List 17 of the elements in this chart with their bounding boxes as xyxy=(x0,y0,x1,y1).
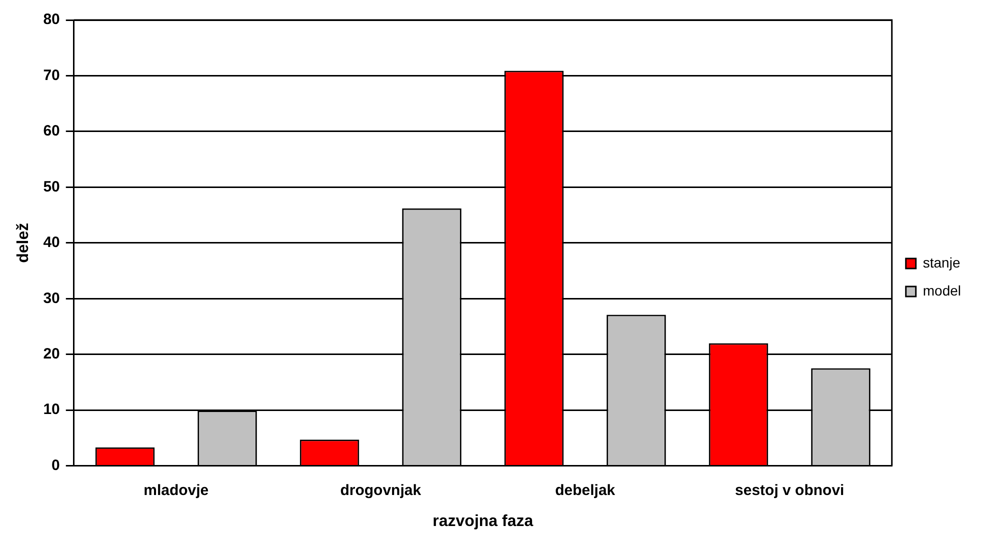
legend-label: stanje xyxy=(922,254,960,270)
x-tick-label: debeljak xyxy=(555,482,616,499)
x-tick-label: sestoj v obnovi xyxy=(735,482,844,499)
x-axis-title: razvojna faza xyxy=(432,512,534,530)
y-tick-label: 0 xyxy=(52,456,60,474)
y-tick-label: 20 xyxy=(43,345,60,362)
x-tick-label: mladovje xyxy=(144,482,209,499)
y-tick-label: 70 xyxy=(43,66,60,84)
y-tick-label: 50 xyxy=(43,178,60,196)
y-tick-label: 40 xyxy=(43,234,60,252)
x-tick-label: drogovnjak xyxy=(340,482,422,499)
y-tick-label: 10 xyxy=(43,401,60,418)
y-tick-label: 30 xyxy=(43,290,60,307)
y-tick-label: 80 xyxy=(43,11,60,28)
y-tick-label: 60 xyxy=(43,122,60,140)
y-axis-title: delež xyxy=(15,222,32,263)
legend-label: model xyxy=(922,282,962,298)
